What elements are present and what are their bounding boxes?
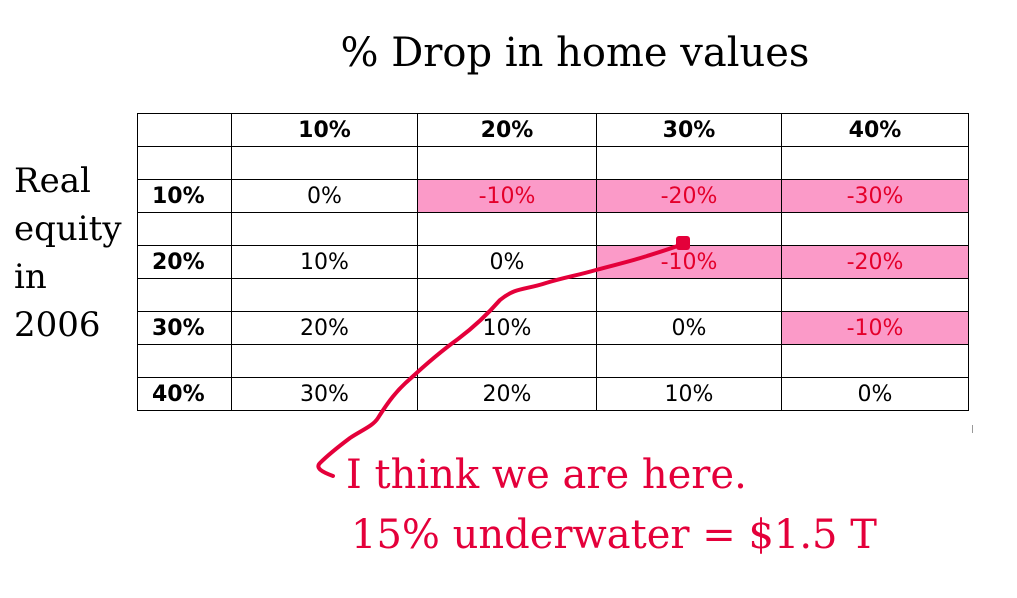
- annotation-line-2: 15% underwater = $1.5 T: [351, 512, 877, 558]
- column-header: 40%: [781, 113, 969, 147]
- row-axis-label-line-1: Real: [14, 161, 91, 201]
- table-cell-negative: -20%: [781, 245, 969, 279]
- table-cell-negative: -30%: [781, 179, 969, 213]
- table-cell-negative: -10%: [781, 311, 969, 345]
- spacer-row: [137, 344, 969, 378]
- table-cell: 20%: [417, 377, 597, 411]
- table-corner-cell: [137, 113, 232, 147]
- row-header: 30%: [137, 311, 232, 345]
- spacer-row: [137, 212, 969, 246]
- spacer-row: [137, 278, 969, 312]
- table-edge-tick: [972, 425, 973, 433]
- row-header: 20%: [137, 245, 232, 279]
- table-cell-negative: -10%: [596, 245, 782, 279]
- chart-title: % Drop in home values: [340, 30, 810, 76]
- table-row: 40% 30% 20% 10% 0%: [137, 377, 969, 411]
- row-header: 40%: [137, 377, 232, 411]
- annotation-line-1: I think we are here.: [346, 452, 747, 498]
- table-cell: 10%: [596, 377, 782, 411]
- row-axis-label-line-2: equity: [14, 209, 122, 249]
- table-cell: 10%: [231, 245, 418, 279]
- table-cell: 0%: [781, 377, 969, 411]
- column-header: 30%: [596, 113, 782, 147]
- table-header-row: 10% 20% 30% 40%: [137, 113, 969, 147]
- spacer-row: [137, 146, 969, 180]
- table-cell-negative: -20%: [596, 179, 782, 213]
- table-cell: 10%: [417, 311, 597, 345]
- equity-drop-table: 10% 20% 30% 40% 10% 0% -10% -20% -30% 20…: [137, 113, 969, 411]
- table-cell: 0%: [417, 245, 597, 279]
- table-cell: 0%: [596, 311, 782, 345]
- table-row: 20% 10% 0% -10% -20%: [137, 245, 969, 279]
- table-cell: 0%: [231, 179, 418, 213]
- table-row: 10% 0% -10% -20% -30%: [137, 179, 969, 213]
- table-cell: 30%: [231, 377, 418, 411]
- column-header: 20%: [417, 113, 597, 147]
- row-axis-label-line-3: in: [14, 257, 47, 297]
- table-cell-negative: -10%: [417, 179, 597, 213]
- row-header: 10%: [137, 179, 232, 213]
- table-row: 30% 20% 10% 0% -10%: [137, 311, 969, 345]
- row-axis-label-line-4: 2006: [14, 305, 101, 345]
- column-header: 10%: [231, 113, 418, 147]
- table-cell: 20%: [231, 311, 418, 345]
